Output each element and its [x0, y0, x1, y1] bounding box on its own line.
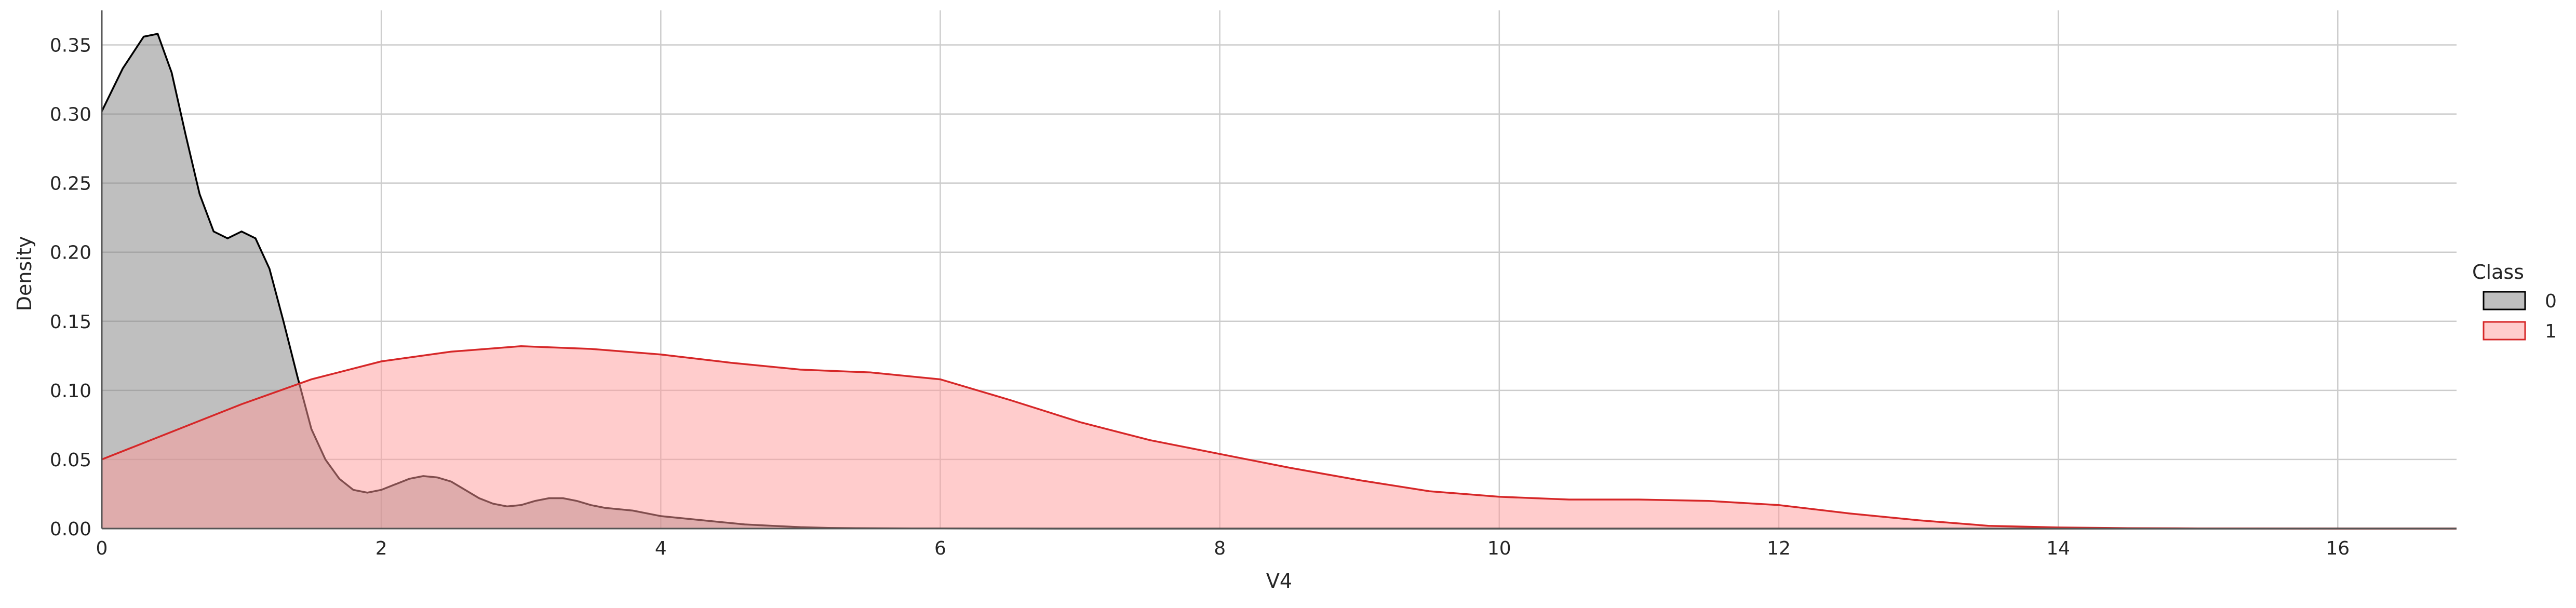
area-layer [101, 33, 2457, 530]
x-tick-label: 6 [934, 538, 946, 559]
y-tick-label: 0.00 [50, 519, 91, 540]
legend-label-class-1: 1 [2545, 321, 2557, 342]
x-tick-label: 8 [1214, 538, 1226, 559]
x-tick-label: 0 [96, 538, 108, 559]
x-tick-label: 16 [2326, 538, 2350, 559]
axis-layer: 0 2 4 6 8 10 12 14 16 0.00 0.05 0.10 0.15 0.20 0.25 0.3… [50, 10, 2457, 559]
x-tick-label: 2 [375, 538, 387, 559]
legend: Class 0 1 [2472, 261, 2557, 342]
y-tick-label: 0.20 [50, 242, 91, 264]
x-axis-title: V4 [1266, 570, 1292, 592]
legend-title: Class [2472, 261, 2524, 283]
legend-label-class-0: 0 [2545, 291, 2557, 312]
density-area-class-1 [102, 346, 2457, 529]
x-tick-label: 14 [2046, 538, 2070, 559]
density-line-class-1 [101, 345, 2457, 530]
y-tick-label: 0.25 [50, 173, 91, 195]
y-tick-label: 0.35 [50, 35, 91, 57]
y-axis-title: Density [13, 236, 36, 311]
legend-swatch-class-1 [2483, 321, 2526, 341]
x-tick-label: 4 [655, 538, 667, 559]
y-tick-label: 0.15 [50, 312, 91, 333]
x-tick-label: 10 [1487, 538, 1511, 559]
x-tick-label: 12 [1767, 538, 1791, 559]
legend-swatch-class-0 [2483, 291, 2526, 310]
y-tick-label: 0.05 [50, 450, 91, 471]
y-tick-label: 0.10 [50, 381, 91, 402]
y-tick-label: 0.30 [50, 104, 91, 126]
